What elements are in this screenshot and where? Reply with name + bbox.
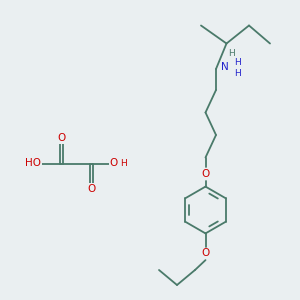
Text: HO: HO — [25, 158, 41, 169]
Text: O: O — [109, 158, 118, 169]
Text: O: O — [201, 248, 210, 259]
Text: N: N — [221, 62, 229, 73]
Text: H: H — [120, 159, 127, 168]
Text: H: H — [234, 58, 241, 67]
Text: O: O — [201, 169, 210, 179]
Text: H: H — [229, 49, 235, 58]
Text: O: O — [87, 184, 96, 194]
Text: O: O — [57, 133, 66, 143]
Text: H: H — [234, 69, 241, 78]
